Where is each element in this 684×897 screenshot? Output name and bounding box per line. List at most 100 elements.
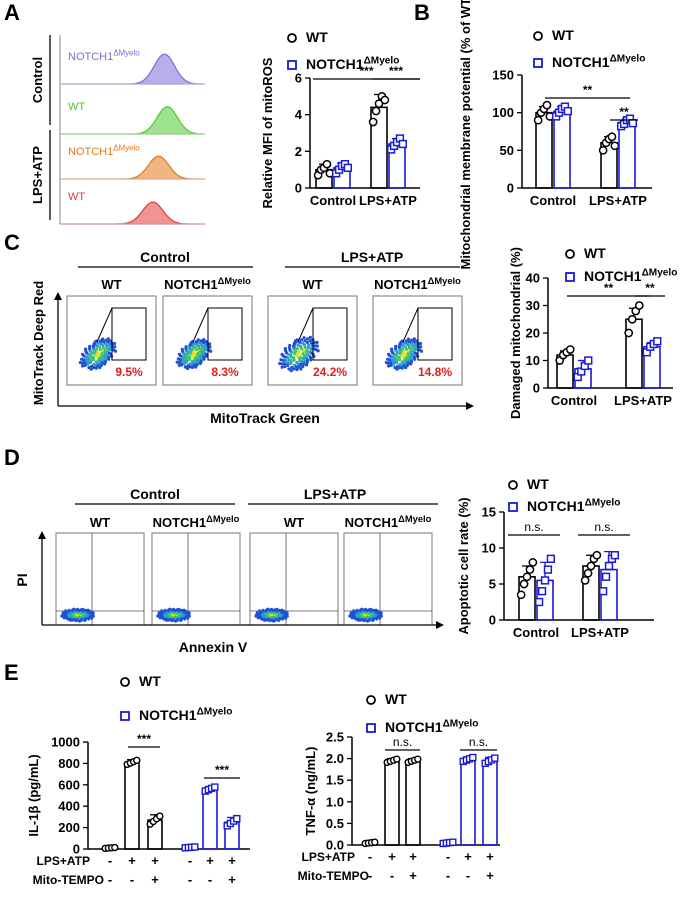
y-tick-label: 0 xyxy=(533,381,540,396)
flow-event xyxy=(280,362,284,366)
legend-label-wt: WT xyxy=(385,691,407,707)
y-tick-label: 50 xyxy=(500,143,514,158)
y-tick-label: 0 xyxy=(489,613,496,628)
flow-event xyxy=(312,341,317,345)
flow-event xyxy=(72,607,76,611)
flow-event xyxy=(375,617,379,621)
flow-event xyxy=(202,357,206,361)
y-axis-label: Damaged mitochondrial (%) xyxy=(508,247,523,419)
flow-event xyxy=(364,607,367,611)
flow-event xyxy=(84,608,88,612)
flow-event xyxy=(400,366,404,370)
y-axis-label: Apoptotic cell rate (%) xyxy=(456,497,471,634)
significance-label: ** xyxy=(583,83,593,97)
flow-gate xyxy=(111,307,147,361)
flow-event xyxy=(95,344,99,348)
flow-event xyxy=(304,350,308,354)
y-axis-label: Mitochondrial membrane potential (% of W… xyxy=(458,0,473,269)
flow-event xyxy=(67,608,71,612)
flow-event xyxy=(293,349,297,353)
flow-event xyxy=(209,349,213,353)
y-tick-label: 150 xyxy=(492,68,514,83)
panel-letter: B xyxy=(414,0,430,25)
sample-label: WT xyxy=(284,515,304,530)
flow-event xyxy=(387,352,391,356)
flow-event xyxy=(94,347,99,351)
flow-event xyxy=(292,358,296,362)
flow-event xyxy=(284,616,288,620)
flow-event xyxy=(195,343,199,347)
data-point-ko xyxy=(534,597,544,607)
flow-event xyxy=(299,367,303,371)
tempo-sign: - xyxy=(208,872,212,887)
tempo-sign: - xyxy=(108,872,112,887)
significance-label: n.s. xyxy=(594,520,613,534)
group-label-lps: LPS+ATP xyxy=(341,249,403,265)
flow-event xyxy=(188,365,192,369)
y-axis-label: PI xyxy=(14,573,30,586)
flow-event xyxy=(285,614,289,618)
data-point-wt xyxy=(371,106,381,116)
legend-label-ko-base: NOTCH1 xyxy=(527,498,585,514)
data-point-wt xyxy=(522,572,532,582)
flow-event xyxy=(297,350,301,354)
group-label-control: Control xyxy=(130,486,180,502)
data-point-ko xyxy=(584,356,593,365)
flow-event xyxy=(379,611,383,615)
tempo-sign: + xyxy=(151,872,159,887)
hist-track-label-base: WT xyxy=(68,101,85,113)
flow-event xyxy=(284,359,288,363)
flow-event xyxy=(296,362,300,366)
legend-marker-wt xyxy=(565,249,575,259)
flow-event xyxy=(192,342,196,346)
sample-label-base: NOTCH1 xyxy=(153,515,206,530)
sample-label: WT xyxy=(101,277,121,292)
flow-event xyxy=(270,607,273,611)
flow-event xyxy=(302,336,306,340)
legend-label-ko-base: NOTCH1 xyxy=(139,707,197,723)
flow-event xyxy=(163,608,167,612)
flow-event xyxy=(389,361,393,365)
lps-sign: + xyxy=(228,853,236,868)
sample-label-base: NOTCH1 xyxy=(345,515,398,530)
flow-event xyxy=(306,345,310,350)
flow-event xyxy=(158,616,162,620)
data-point-wt xyxy=(371,838,379,846)
flow-event xyxy=(348,614,352,618)
tempo-sign: + xyxy=(486,868,494,883)
flow-event xyxy=(371,619,375,622)
flow-event xyxy=(254,614,258,618)
y-axis-label: TNF-α (ng/mL) xyxy=(303,747,318,836)
flow-event xyxy=(90,616,94,620)
lps-sign: - xyxy=(108,853,112,868)
tempo-sign: - xyxy=(368,868,372,883)
flow-event xyxy=(412,340,416,344)
flow-event xyxy=(255,611,259,615)
flow-event xyxy=(302,354,307,358)
y-tick-label: 1000 xyxy=(51,735,80,750)
lps-sign: + xyxy=(151,853,159,868)
flow-event xyxy=(91,366,96,370)
flow-event xyxy=(180,608,184,612)
flow-event xyxy=(309,347,313,351)
data-point-wt xyxy=(519,579,529,589)
data-point-wt xyxy=(586,561,596,571)
group-label-lps: LPS+ATP xyxy=(30,146,45,204)
significance-label: *** xyxy=(137,732,151,746)
flow-event xyxy=(64,609,68,613)
data-point-wt xyxy=(598,145,608,155)
flow-event xyxy=(283,365,287,369)
flow-event xyxy=(265,618,269,622)
flow-event xyxy=(369,607,373,611)
flow-event xyxy=(104,338,108,342)
flow-event xyxy=(413,357,417,361)
flow-event xyxy=(409,350,413,354)
row-label-tempo: Mito-TEMPO xyxy=(33,873,104,887)
flow-event xyxy=(101,340,105,344)
row-label-lps: LPS+ATP xyxy=(302,850,355,864)
flow-event xyxy=(98,366,102,370)
flow-event xyxy=(292,351,296,356)
flow-event xyxy=(303,339,307,343)
flow-event xyxy=(302,359,306,363)
flow-event xyxy=(180,347,184,351)
